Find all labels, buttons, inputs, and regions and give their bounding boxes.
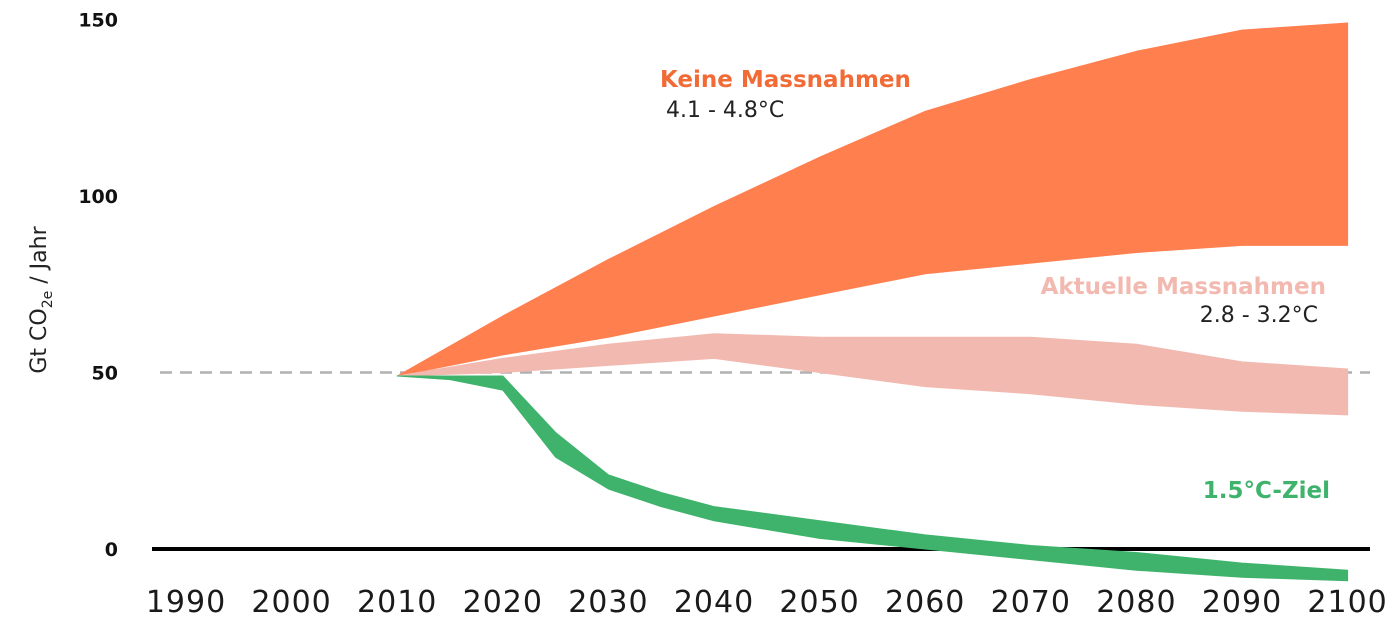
series-area-keine-massnahmen — [396, 22, 1349, 377]
y-tick-label: 100 — [78, 186, 118, 208]
y-tick-label: 0 — [105, 539, 118, 561]
range-keine-massnahmen: 4.1 - 4.8°C — [666, 98, 784, 123]
x-tick-label: 2070 — [991, 585, 1071, 619]
series-areas — [396, 22, 1349, 582]
x-tick-label: 2060 — [885, 585, 965, 619]
x-tick-label: 2090 — [1202, 585, 1282, 619]
x-tick-label: 2040 — [674, 585, 754, 619]
x-tick-label: 2000 — [251, 585, 331, 619]
x-tick-label: 2020 — [463, 585, 543, 619]
label-keine-massnahmen: Keine Massnahmen — [660, 67, 911, 93]
label-aktuelle-massnahmen: Aktuelle Massnahmen — [1041, 274, 1326, 300]
label-1-5-ziel: 1.5°C-Ziel — [1203, 478, 1330, 504]
series-area-aktuelle-massnahmen — [396, 333, 1349, 416]
y-axis-ticks: 0 50 100 150 — [78, 10, 118, 562]
y-axis-label: Gt CO2e / Jahr — [27, 225, 56, 373]
x-tick-label: 2050 — [779, 585, 859, 619]
y-tick-label: 50 — [92, 363, 118, 385]
x-tick-label: 2100 — [1307, 585, 1387, 619]
x-tick-label: 2010 — [357, 585, 437, 619]
x-tick-label: 2080 — [1096, 585, 1176, 619]
x-axis-ticks: 1990 2000 2010 2020 2030 2040 2050 2060 2070 2080… — [146, 585, 1387, 619]
range-aktuelle-massnahmen: 2.8 - 3.2°C — [1200, 303, 1318, 328]
x-tick-label: 2030 — [568, 585, 648, 619]
y-tick-label: 150 — [78, 10, 118, 32]
series-area-1-5-c-ziel — [396, 375, 1349, 582]
x-tick-label: 1990 — [146, 585, 226, 619]
